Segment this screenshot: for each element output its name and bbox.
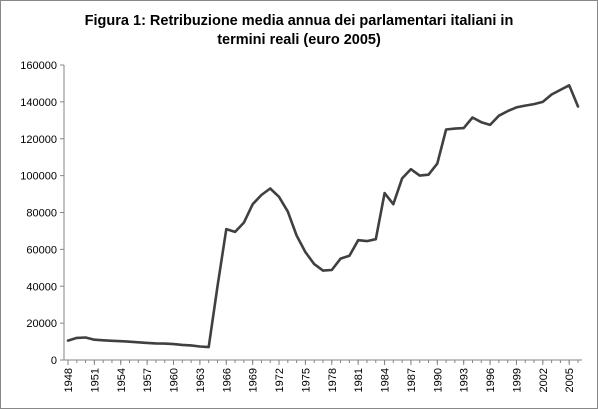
x-tick-label: 1960 [169,368,181,392]
x-tick-label: 1987 [406,368,418,392]
x-tick-label: 1975 [300,368,312,392]
y-tick-label: 100000 [20,171,57,183]
y-tick-label: 40000 [26,281,57,293]
y-tick-label: 60000 [26,244,57,256]
chart-title-line-1: Figura 1: Retribuzione media annua dei p… [84,13,514,29]
x-tick-label: 2005 [564,368,576,392]
y-tick-label: 140000 [20,97,57,109]
x-tick-label: 1969 [248,368,260,392]
y-tick-label: 20000 [26,318,57,330]
x-tick-label: 1990 [432,368,444,392]
x-tick-label: 2002 [538,368,550,392]
x-tick-label: 1966 [221,368,233,392]
x-tick-label: 1978 [327,368,339,392]
x-tick-label: 1948 [63,368,75,392]
y-tick-label: 80000 [26,208,57,220]
x-axis: 1948 1951 1954 1957 1960 1963 1966 1969 1972 1975… [63,359,582,392]
x-tick-label: 1954 [116,368,128,392]
y-tick-label: 120000 [20,134,57,146]
chart-title: Figura 1: Retribuzione media annua dei p… [0,12,598,50]
x-tick-label: 1984 [380,368,392,392]
x-tick-label: 1963 [195,368,207,392]
x-tick-label: 1957 [142,368,154,392]
y-tick-label: 0 [51,355,57,367]
x-tick-label: 1972 [274,368,286,392]
x-tick-label: 1999 [511,368,523,392]
series-group [66,84,580,349]
series-line-0 [66,84,580,349]
x-tick-label: 1981 [353,368,365,392]
x-tick-label: 1996 [485,368,497,392]
y-tick-label: 160000 [20,60,57,72]
x-tick-label: 1951 [89,368,101,392]
y-axis: 0 20000 40000 60000 80000 100000 120000 140000 1… [20,60,65,367]
x-tick-label: 1993 [459,368,471,392]
chart-title-line-2: termini reali (euro 2005) [217,32,381,48]
